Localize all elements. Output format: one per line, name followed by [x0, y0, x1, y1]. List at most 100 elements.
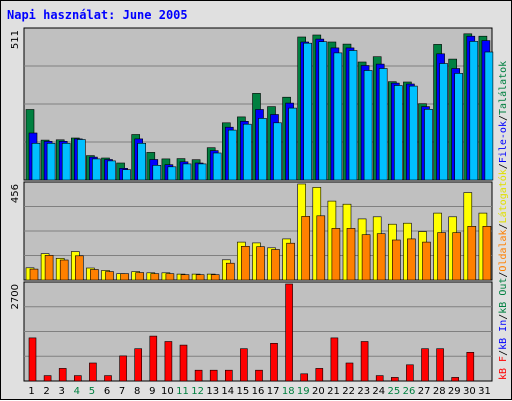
bar-l-togat-k-day-5: [90, 269, 99, 281]
bar-file-ok-day-20: [318, 41, 328, 181]
x-tick-label-day-29: 29: [448, 386, 461, 397]
bar-kb-f-day-11: [179, 344, 188, 382]
x-tick-label-day-2: 2: [43, 386, 49, 397]
bar-l-togat-k-day-7: [120, 273, 129, 281]
x-tick-label-day-10: 10: [161, 386, 174, 397]
y-max-label: 2700: [10, 284, 21, 309]
bar-file-ok-day-17: [273, 122, 282, 181]
x-tick-label-day-5: 5: [89, 386, 95, 397]
x-tick-label-day-3: 3: [59, 386, 65, 397]
bar-file-ok-day-16: [258, 118, 267, 181]
bar-l-togat-k-day-30: [467, 226, 477, 281]
bar-file-ok-day-11: [182, 163, 192, 181]
x-tick-label-day-11: 11: [176, 386, 189, 397]
bar-file-ok-day-28: [439, 63, 448, 181]
bar-l-togat-k-day-14: [226, 262, 235, 281]
bar-l-togat-k-day-31: [482, 226, 492, 281]
x-tick-label-day-27: 27: [418, 386, 431, 397]
bar-file-ok-day-31: [484, 51, 494, 181]
chart-panel-2: 456: [10, 181, 493, 281]
x-tick-label-day-24: 24: [372, 386, 385, 397]
x-tick-label-day-7: 7: [119, 386, 125, 397]
bar-file-ok-day-1: [31, 143, 41, 181]
x-tick-label-day-25: 25: [388, 386, 401, 397]
legend-item-kb-in: kB In: [498, 320, 509, 350]
legend-item-kb-f: kB F: [498, 356, 509, 380]
legend: kB F/kB In/kB Out/Oldalak/Látogatók/File…: [497, 61, 509, 380]
bar-kb-f-day-3: [58, 368, 67, 382]
bar-kb-f-day-30: [466, 351, 475, 382]
bar-file-ok-day-6: [107, 160, 116, 181]
x-tick-label-day-22: 22: [342, 386, 355, 397]
bar-file-ok-day-2: [46, 143, 56, 181]
x-tick-label-day-28: 28: [433, 386, 446, 397]
bar-l-togat-k-day-8: [135, 272, 144, 281]
bar-l-togat-k-day-1: [29, 268, 39, 281]
bar-kb-f-day-26: [406, 364, 414, 382]
y-max-label: 511: [10, 30, 21, 49]
legend-item-separator: /: [498, 223, 509, 229]
bar-l-togat-k-day-20: [316, 215, 326, 281]
bar-file-ok-day-9: [152, 165, 162, 181]
bar-kb-f-day-29: [451, 377, 460, 382]
bar-file-ok-day-4: [77, 139, 86, 181]
bar-l-togat-k-day-2: [44, 255, 54, 281]
bar-kb-f-day-25: [390, 377, 399, 382]
y-max-label: 456: [10, 184, 21, 203]
chart-panel-1: 511: [10, 27, 494, 181]
bar-l-togat-k-day-6: [105, 271, 114, 281]
bar-kb-f-day-5: [89, 362, 97, 382]
bar-kb-f-day-13: [209, 369, 218, 382]
x-tick-label-day-19: 19: [297, 386, 310, 397]
bar-file-ok-day-14: [228, 129, 237, 181]
bar-file-ok-day-22: [348, 50, 358, 181]
x-tick-label-day-20: 20: [312, 386, 325, 397]
bar-file-ok-day-3: [61, 143, 71, 181]
x-tick-label-day-4: 4: [74, 386, 80, 397]
x-tick-label-day-9: 9: [149, 386, 155, 397]
bar-l-togat-k-day-10: [165, 273, 175, 281]
bar-kb-f-day-22: [345, 362, 354, 382]
legend-item-separator: /: [498, 350, 509, 356]
bar-file-ok-day-23: [363, 70, 373, 181]
x-tick-label-day-14: 14: [221, 386, 234, 397]
bar-file-ok-day-5: [92, 158, 101, 181]
bar-kb-f-day-9: [149, 335, 158, 382]
bar-file-ok-day-26: [409, 85, 418, 181]
bar-l-togat-k-day-22: [346, 228, 356, 281]
bar-kb-f-day-14: [225, 369, 233, 382]
bar-file-ok-day-12: [197, 163, 207, 181]
bar-l-togat-k-day-19: [301, 216, 311, 281]
bar-kb-f-day-10: [164, 341, 173, 382]
bar-kb-f-day-6: [104, 375, 112, 382]
bar-file-ok-day-19: [303, 42, 313, 181]
bar-file-ok-day-13: [212, 152, 222, 181]
legend-item-separator: /: [498, 314, 509, 320]
bar-l-togat-k-day-24: [376, 233, 386, 281]
bar-kb-f-day-12: [194, 369, 203, 382]
legend-item-tal-latok: Találatok: [497, 61, 509, 115]
bar-file-ok-day-27: [424, 109, 433, 181]
bar-kb-f-day-17: [270, 342, 278, 382]
bar-file-ok-day-29: [454, 73, 464, 181]
bar-l-togat-k-day-29: [452, 232, 462, 281]
bar-kb-f-day-24: [375, 375, 384, 382]
x-tick-label-day-12: 12: [191, 386, 204, 397]
bar-kb-f-day-1: [28, 337, 37, 382]
x-tick-label-day-21: 21: [327, 386, 340, 397]
x-tick-label-day-6: 6: [104, 386, 110, 397]
bar-l-togat-k-day-17: [271, 249, 280, 281]
x-tick-label-day-1: 1: [28, 386, 34, 397]
legend-item-separator: /: [498, 115, 509, 121]
bar-l-togat-k-day-3: [59, 259, 69, 281]
bar-kb-f-day-19: [300, 373, 309, 382]
bar-kb-f-day-2: [43, 375, 52, 382]
bar-file-ok-day-15: [243, 123, 252, 181]
bar-kb-f-day-18: [285, 283, 293, 382]
x-tick-label-day-23: 23: [357, 386, 370, 397]
bar-l-togat-k-day-27: [422, 241, 431, 281]
bar-kb-f-day-7: [119, 355, 127, 382]
bar-l-togat-k-day-4: [75, 255, 84, 281]
bar-l-togat-k-day-9: [150, 273, 160, 281]
x-tick-label-day-8: 8: [134, 386, 140, 397]
